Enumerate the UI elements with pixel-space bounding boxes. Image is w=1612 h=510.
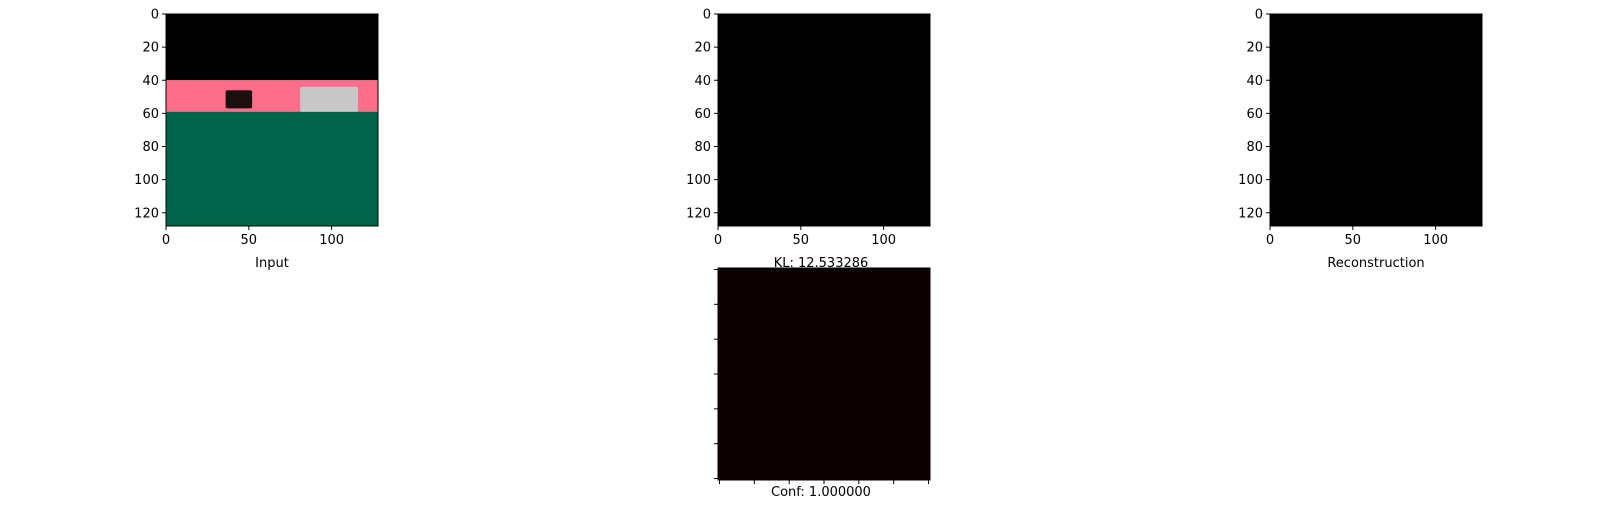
reconstruction-image bbox=[1270, 14, 1482, 226]
y-tick-label: 60 bbox=[142, 107, 159, 122]
reconstruction-xlabel: Reconstruction bbox=[1327, 256, 1424, 271]
conf-y-ticks bbox=[714, 269, 718, 479]
input-panel: 0 50 100 0 20 40 60 80 100 120 Input bbox=[134, 8, 379, 271]
y-tick-label: 80 bbox=[1246, 140, 1263, 155]
image-band bbox=[166, 111, 378, 226]
y-tick-label: 120 bbox=[686, 206, 711, 221]
y-tick-label: 100 bbox=[134, 173, 159, 188]
input-frame bbox=[165, 13, 379, 227]
y-tick-label: 120 bbox=[1238, 206, 1263, 221]
y-tick-label: 120 bbox=[134, 206, 159, 221]
conf-image bbox=[718, 268, 930, 480]
kl-x-ticks: 0 50 100 bbox=[714, 226, 896, 248]
conf-panel: Conf: 1.000000 bbox=[714, 267, 931, 500]
kl-frame bbox=[717, 13, 931, 227]
input-y-ticks: 0 20 40 60 80 100 120 bbox=[134, 8, 166, 221]
y-tick-label: 0 bbox=[1255, 8, 1263, 23]
x-tick-label: 0 bbox=[714, 233, 722, 248]
y-tick-label: 80 bbox=[142, 140, 159, 155]
conf-xlabel: Conf: 1.000000 bbox=[771, 485, 871, 500]
input-x-ticks: 0 50 100 bbox=[162, 226, 344, 248]
x-tick-label: 100 bbox=[871, 233, 896, 248]
x-tick-label: 50 bbox=[241, 233, 258, 248]
kl-xlabel: KL: 12.533286 bbox=[774, 256, 869, 271]
image-band bbox=[166, 14, 378, 81]
x-tick-label: 0 bbox=[162, 233, 170, 248]
conf-x-ticks bbox=[719, 480, 929, 484]
y-tick-label: 40 bbox=[142, 74, 159, 89]
x-tick-label: 100 bbox=[1423, 233, 1448, 248]
y-tick-label: 100 bbox=[1238, 173, 1263, 188]
y-tick-label: 60 bbox=[1246, 107, 1263, 122]
input-image bbox=[166, 14, 378, 226]
y-tick-label: 0 bbox=[703, 8, 711, 23]
kl-image bbox=[718, 14, 930, 226]
kl-panel: 0 50 100 0 20 40 60 80 100 120 KL: 12.533286 bbox=[686, 8, 931, 271]
y-tick-label: 20 bbox=[142, 41, 159, 56]
kl-y-ticks: 0 20 40 60 80 100 120 bbox=[686, 8, 718, 221]
y-tick-label: 20 bbox=[1246, 41, 1263, 56]
y-tick-label: 80 bbox=[694, 140, 711, 155]
y-tick-label: 40 bbox=[1246, 74, 1263, 89]
reconstruction-y-ticks: 0 20 40 60 80 100 120 bbox=[1238, 8, 1270, 221]
input-xlabel: Input bbox=[255, 256, 289, 271]
x-tick-label: 0 bbox=[1266, 233, 1274, 248]
reconstruction-x-ticks: 0 50 100 bbox=[1266, 226, 1448, 248]
y-tick-label: 40 bbox=[694, 74, 711, 89]
y-tick-label: 100 bbox=[686, 173, 711, 188]
x-tick-label: 50 bbox=[1345, 233, 1362, 248]
white-car-object bbox=[300, 86, 359, 112]
y-tick-label: 0 bbox=[151, 8, 159, 23]
dark-box-object bbox=[225, 90, 253, 109]
y-tick-label: 20 bbox=[694, 41, 711, 56]
reconstruction-panel: 0 50 100 0 20 40 60 80 100 120 Reconstruction bbox=[1238, 8, 1483, 271]
reconstruction-frame bbox=[1269, 13, 1483, 227]
x-tick-label: 50 bbox=[793, 233, 810, 248]
x-tick-label: 100 bbox=[319, 233, 344, 248]
y-tick-label: 60 bbox=[694, 107, 711, 122]
